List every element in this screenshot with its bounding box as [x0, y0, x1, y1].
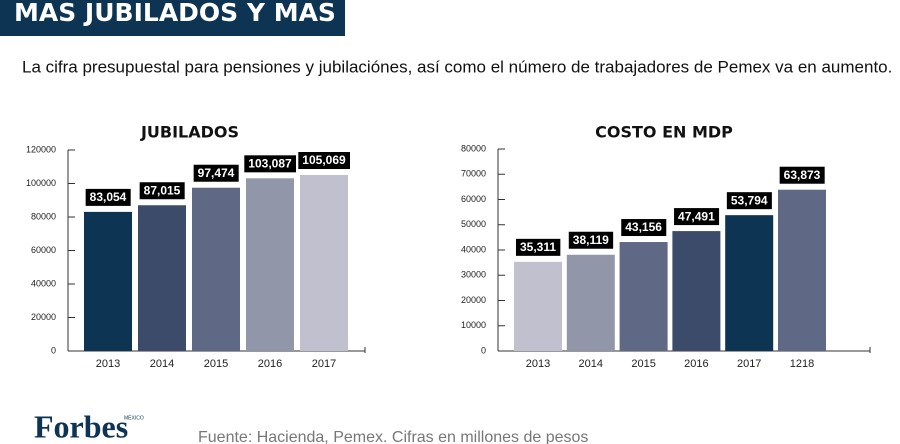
bar [725, 215, 774, 351]
value-label-box [298, 152, 351, 170]
value-label: 53,794 [731, 193, 768, 207]
value-label: 97,474 [198, 166, 235, 180]
x-tick-label: 2013 [96, 358, 120, 370]
x-tick-label: 2017 [737, 358, 761, 370]
bar [778, 189, 826, 351]
value-label: 35,311 [520, 240, 556, 254]
bar [672, 231, 721, 351]
value-label-box [515, 238, 561, 256]
x-tick-label: 2016 [258, 358, 282, 370]
value-label-box [244, 155, 297, 173]
value-label: 103,087 [248, 157, 292, 171]
value-label: 87,015 [144, 183, 181, 197]
y-tick-label: 20000 [31, 312, 56, 322]
y-tick-label: 70000 [461, 169, 486, 179]
bar [138, 205, 186, 351]
value-label-box [674, 208, 720, 226]
source: Fuente: Hacienda, Pemex. Cifras en millo… [198, 429, 588, 444]
header-band [0, 0, 345, 36]
bar [84, 211, 132, 351]
header-title: MAS JUBILADOS Y MAS MILLONES [14, 0, 487, 27]
logo-edition: MÉXICO [124, 414, 144, 421]
value-label: 105,069 [302, 153, 346, 167]
bar [566, 254, 615, 351]
x-tick-label: 2014 [150, 358, 174, 370]
value-label-box [621, 219, 667, 237]
x-tick-label: 2015 [631, 358, 655, 370]
y-tick-label: 100000 [26, 178, 56, 188]
x-tick-label: 2014 [579, 358, 603, 370]
x-tick-label: 2013 [526, 358, 550, 370]
x-tick-label: 2015 [204, 358, 228, 370]
y-tick-label: 10000 [461, 320, 486, 330]
bar [192, 187, 240, 351]
value-label-box [726, 192, 772, 210]
y-tick-label: 30000 [461, 270, 486, 280]
y-tick-label: 120000 [26, 144, 56, 154]
y-tick-label: 60000 [31, 245, 56, 255]
subtitle: La cifra presupuestal para pensiones y j… [22, 57, 892, 76]
y-tick-label: 80000 [461, 143, 486, 153]
value-label-box [568, 231, 614, 249]
x-tick-label: 2016 [684, 358, 708, 370]
value-label: 83,054 [90, 190, 127, 204]
value-label-box [779, 166, 825, 184]
x-tick-label: 2017 [312, 358, 336, 370]
value-label: 43,156 [625, 220, 662, 234]
value-label-box [193, 164, 239, 182]
bar [246, 178, 294, 351]
y-tick-label: 20000 [461, 295, 486, 305]
logo: Forbes [34, 408, 128, 444]
y-tick-label: 0 [51, 345, 56, 355]
chart-title: JUBILADOS [140, 123, 239, 142]
x-tick-label: 1218 [790, 358, 814, 370]
bar [514, 261, 562, 351]
chart-title: COSTO EN MDP [595, 123, 733, 142]
value-label: 38,119 [573, 233, 609, 247]
value-label-box [85, 188, 131, 206]
y-tick-label: 0 [481, 345, 486, 355]
y-tick-label: 40000 [31, 278, 56, 288]
bar [300, 175, 348, 351]
bar [619, 242, 668, 351]
value-label: 47,491 [678, 209, 715, 223]
y-tick-label: 80000 [31, 211, 56, 221]
y-tick-label: 40000 [461, 244, 486, 254]
value-label-box [139, 182, 185, 200]
y-tick-label: 60000 [461, 194, 486, 204]
value-label: 63,873 [784, 168, 821, 182]
y-tick-label: 50000 [461, 219, 486, 229]
